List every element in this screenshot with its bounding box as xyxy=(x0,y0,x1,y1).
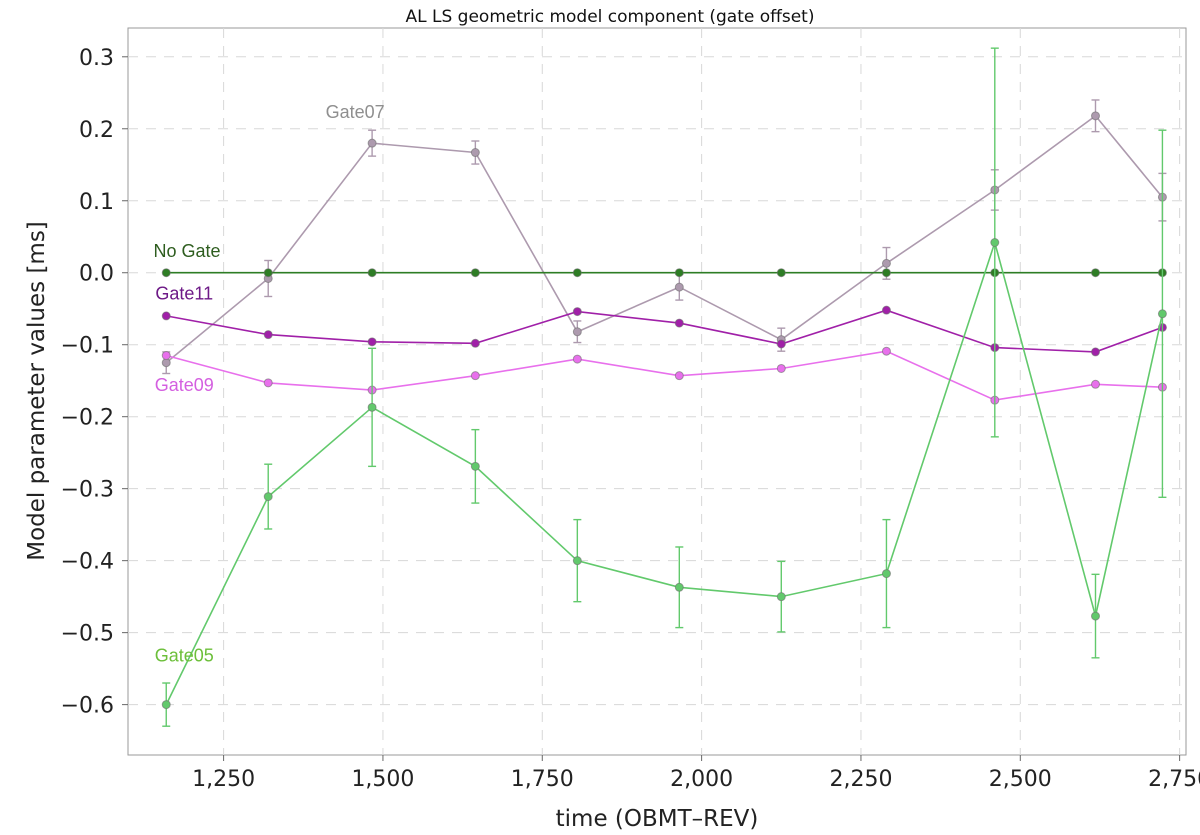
data-point xyxy=(263,330,273,340)
data-point xyxy=(1090,268,1100,278)
plot-area xyxy=(127,27,1187,756)
series-annotation: No Gate xyxy=(153,241,220,261)
data-point xyxy=(161,311,171,321)
chart-title: AL LS geometric model component (gate of… xyxy=(406,7,815,27)
series-annotation: Gate07 xyxy=(326,102,385,122)
series-gate05 xyxy=(161,47,1167,727)
x-tick-label: 2,000 xyxy=(670,767,733,792)
data-point xyxy=(776,363,786,373)
y-tick-label: 0.2 xyxy=(79,118,114,143)
x-tick-label: 1,250 xyxy=(192,767,255,792)
y-tick-label: −0.1 xyxy=(61,334,114,359)
data-point xyxy=(776,339,786,349)
data-point xyxy=(1090,379,1100,389)
series-annotation: Gate05 xyxy=(155,645,214,665)
data-point xyxy=(470,148,480,158)
series-no-gate xyxy=(161,268,1167,278)
series-gate09 xyxy=(161,346,1167,405)
x-axis-label: time (OBMT–REV) xyxy=(556,806,759,832)
data-point xyxy=(161,700,171,710)
x-tick-label: 2,750 xyxy=(1148,767,1200,792)
data-point xyxy=(367,337,377,347)
data-point xyxy=(263,492,273,502)
data-point xyxy=(572,354,582,364)
data-point xyxy=(674,582,684,592)
data-point xyxy=(470,268,480,278)
series-annotations: Gate07 No Gate Gate11 Gate09 Gate05 xyxy=(153,102,384,665)
data-point xyxy=(572,268,582,278)
y-tick-label: −0.5 xyxy=(61,622,114,647)
data-point xyxy=(776,592,786,602)
data-point xyxy=(1090,111,1100,121)
y-axis-label: Model parameter values [ms] xyxy=(24,221,50,561)
y-tick-label: 0.3 xyxy=(79,46,114,71)
data-point xyxy=(367,138,377,148)
series-annotation: Gate11 xyxy=(155,283,213,303)
series-gate11 xyxy=(161,305,1167,357)
axis-ticks: 1,250 1,500 1,750 2,000 2,250 2,500 2,750 0.3 0.… xyxy=(61,46,1200,792)
data-point xyxy=(776,268,786,278)
x-tick-label: 1,750 xyxy=(511,767,574,792)
data-point xyxy=(674,371,684,381)
data-point xyxy=(881,258,891,268)
data-point xyxy=(572,327,582,337)
data-point xyxy=(572,556,582,566)
data-point xyxy=(367,402,377,412)
x-tick-label: 1,500 xyxy=(351,767,414,792)
gridlines xyxy=(128,28,1186,755)
x-tick-label: 2,500 xyxy=(989,767,1052,792)
y-tick-label: 0.1 xyxy=(79,190,114,215)
data-point xyxy=(263,268,273,278)
data-point xyxy=(263,378,273,388)
data-point xyxy=(572,307,582,317)
y-tick-label: −0.3 xyxy=(61,478,114,503)
data-point xyxy=(470,371,480,381)
series-group xyxy=(161,47,1167,727)
data-point xyxy=(881,569,891,579)
data-point xyxy=(881,305,891,315)
data-point xyxy=(161,351,171,361)
data-point xyxy=(1090,347,1100,357)
y-tick-label: −0.6 xyxy=(61,694,114,719)
data-point xyxy=(161,268,171,278)
data-point xyxy=(367,268,377,278)
data-point xyxy=(470,461,480,471)
series-annotation: Gate09 xyxy=(155,375,214,395)
data-point xyxy=(1090,611,1100,621)
y-tick-label: −0.4 xyxy=(61,550,114,575)
y-tick-label: 0.0 xyxy=(79,262,114,287)
data-point xyxy=(674,268,684,278)
data-point xyxy=(470,338,480,348)
x-tick-label: 2,250 xyxy=(829,767,892,792)
y-tick-label: −0.2 xyxy=(61,406,114,431)
data-point xyxy=(881,268,891,278)
data-point xyxy=(1157,309,1167,319)
data-point xyxy=(674,282,684,292)
data-point xyxy=(881,346,891,356)
data-point xyxy=(674,318,684,328)
data-point xyxy=(990,238,1000,248)
